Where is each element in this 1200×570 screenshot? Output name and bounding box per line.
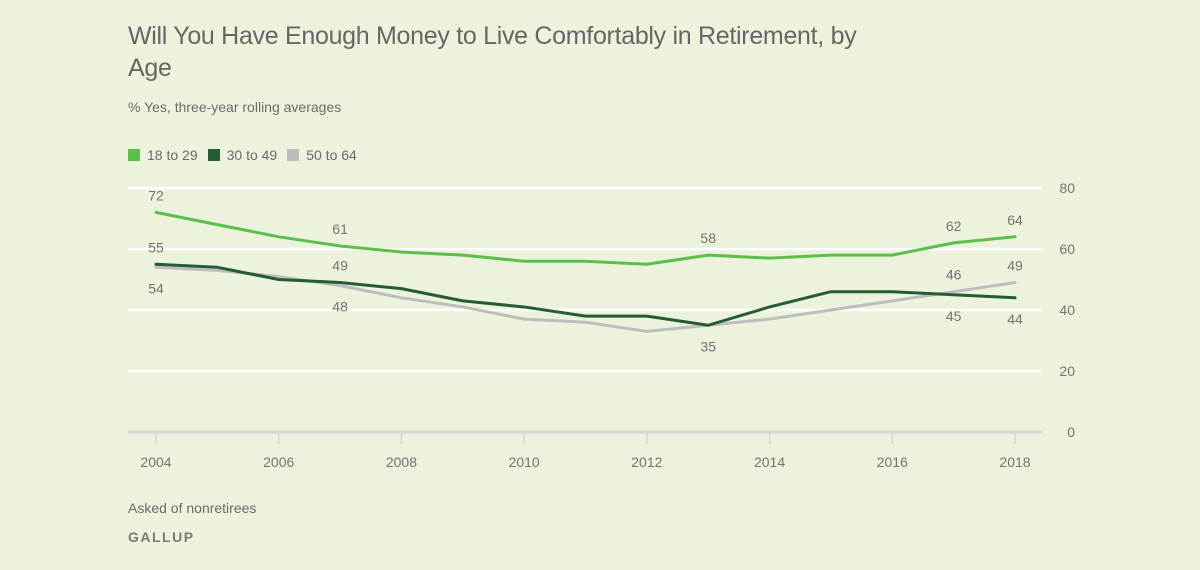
chart-title: Will You Have Enough Money to Live Comfo… xyxy=(128,22,857,82)
y-axis: 0 20 40 60 80 xyxy=(1059,180,1075,440)
data-label: 64 xyxy=(1007,212,1023,228)
data-label: 62 xyxy=(946,218,962,234)
series-lines xyxy=(154,210,1017,333)
data-label: 49 xyxy=(1007,258,1023,274)
legend-swatch xyxy=(287,149,300,161)
x-tick-label: 2016 xyxy=(877,454,908,470)
data-label: 46 xyxy=(946,267,962,283)
x-tick-label: 2012 xyxy=(631,454,662,470)
x-tick-label: 2006 xyxy=(263,454,294,470)
series-line-18-to-29[interactable] xyxy=(154,210,1017,266)
y-tick-label: 60 xyxy=(1059,241,1075,257)
data-label: 55 xyxy=(148,239,164,255)
x-tick-label: 2014 xyxy=(754,454,785,470)
gridlines xyxy=(128,186,1042,434)
legend-label: 30 to 49 xyxy=(226,147,278,163)
legend-label: 50 to 64 xyxy=(306,147,357,163)
legend-item-50-to-64[interactable]: 50 to 64 xyxy=(287,147,357,163)
legend-item-30-to-49[interactable]: 30 to 49 xyxy=(207,147,278,163)
x-axis: 2004 2006 2008 2010 2012 2014 2016 2018 xyxy=(140,432,1031,470)
data-label: 48 xyxy=(332,299,348,315)
y-tick-label: 20 xyxy=(1059,363,1075,379)
data-labels: 72 61 58 62 64 55 49 35 45 44 54 48 46 49 xyxy=(148,187,1023,354)
x-tick-label: 2004 xyxy=(140,454,171,470)
data-label: 72 xyxy=(148,187,164,203)
data-label: 58 xyxy=(700,230,716,246)
x-tick-label: 2008 xyxy=(386,454,417,470)
chart-subtitle: % Yes, three-year rolling averages xyxy=(128,99,342,115)
footer-note: Asked of nonretirees xyxy=(128,500,257,516)
legend-swatch xyxy=(207,149,220,161)
data-label: 44 xyxy=(1007,311,1023,327)
y-tick-label: 0 xyxy=(1067,424,1075,440)
legend-item-18-to-29[interactable]: 18 to 29 xyxy=(128,147,198,163)
y-tick-label: 40 xyxy=(1059,302,1075,318)
x-tick-label: 2010 xyxy=(509,454,540,470)
series-line-30-to-49[interactable] xyxy=(154,262,1017,327)
brand-logo: GALLUP xyxy=(128,529,195,545)
legend: 18 to 29 30 to 49 50 to 64 xyxy=(128,147,367,163)
legend-swatch xyxy=(128,149,140,161)
data-label: 54 xyxy=(148,280,164,296)
data-label: 49 xyxy=(332,258,348,274)
series-line-50-to-64[interactable] xyxy=(154,265,1017,333)
data-label: 61 xyxy=(332,221,348,237)
y-tick-label: 80 xyxy=(1059,180,1075,196)
data-label: 35 xyxy=(700,338,716,354)
legend-label: 18 to 29 xyxy=(147,147,198,163)
data-label: 45 xyxy=(946,308,962,324)
x-tick-label: 2018 xyxy=(999,454,1030,470)
